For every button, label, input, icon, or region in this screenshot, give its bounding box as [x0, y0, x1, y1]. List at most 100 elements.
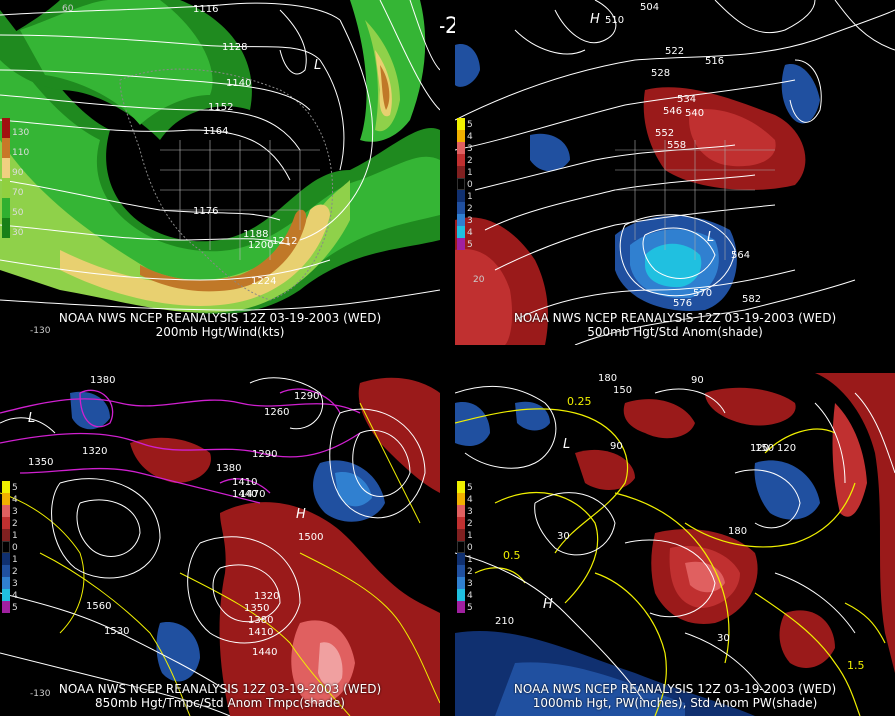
legend-swatch	[457, 481, 465, 493]
map-850mb	[0, 373, 440, 716]
contour-label: 552	[655, 128, 675, 139]
legend-swatch	[457, 505, 465, 517]
legend-label: 3	[12, 507, 18, 517]
contour-label: 1290	[252, 449, 278, 460]
legend-label: 5	[12, 603, 18, 613]
caption-source: NOAA NWS NCEP REANALYSIS 12Z 03-19-2003 …	[58, 311, 382, 325]
lon-label: 60	[62, 4, 74, 14]
legend-swatch	[457, 601, 465, 613]
legend-1000mb: 5 4 3 2 1 0 1 2 3 4 5	[457, 481, 487, 616]
legend-swatch	[457, 178, 465, 190]
high-pressure-marker: H	[543, 597, 553, 612]
legend-label: 3	[467, 144, 473, 154]
legend-label: 2	[467, 519, 473, 529]
legend-swatch	[457, 238, 465, 250]
legend-swatch	[2, 589, 10, 601]
contour-label: 1290	[294, 391, 320, 402]
map-200mb	[0, 0, 440, 345]
legend-swatch	[457, 214, 465, 226]
contour-label: 1140	[226, 78, 252, 89]
contour-label: 120	[777, 443, 797, 454]
contour-label: 1152	[208, 102, 234, 113]
legend-swatch	[457, 190, 465, 202]
contour-label: 120	[750, 443, 770, 454]
legend-label: 3	[467, 507, 473, 517]
legend-swatch	[457, 529, 465, 541]
legend-label: 30	[12, 228, 24, 238]
contour-label: 1470	[240, 489, 266, 500]
legend-label: 110	[12, 148, 30, 158]
panel-1000mb: 5 4 3 2 1 0 1 2 3 4 5 180 150 120 90 30 …	[455, 373, 895, 716]
contour-label: 90	[610, 441, 623, 452]
legend-swatch	[2, 553, 10, 565]
contour-label: 210	[495, 616, 515, 627]
contour-label: 564	[731, 250, 751, 261]
contour-label: 540	[685, 108, 705, 119]
contour-label: 1188	[243, 229, 269, 240]
caption-variable: 1000mb Hgt, PW(inches), Std Anom PW(shad…	[532, 696, 818, 710]
caption-source: NOAA NWS NCEP REANALYSIS 12Z 03-19-2003 …	[58, 682, 382, 696]
caption-variable: 850mb Hgt/Tmpc/Std Anom Tmpc(shade)	[95, 696, 345, 710]
contour-label: 1116	[193, 4, 219, 15]
contour-label: 1500	[298, 532, 324, 543]
caption-source: NOAA NWS NCEP REANALYSIS 12Z 03-19-2003 …	[513, 311, 837, 325]
legend-swatch	[2, 577, 10, 589]
low-pressure-marker: L	[314, 58, 322, 73]
legend-label: 1	[12, 555, 18, 565]
legend-label: 4	[12, 591, 18, 601]
pw-contour-label: 1.5	[847, 659, 865, 672]
contour-label: 1260	[264, 407, 290, 418]
contour-label: 1440	[232, 489, 258, 500]
legend-label: 3	[467, 216, 473, 226]
legend-swatch	[457, 154, 465, 166]
contour-label: 516	[705, 56, 725, 67]
contour-label: 90	[691, 375, 704, 386]
contour-label: 528	[651, 68, 671, 79]
legend-swatch	[457, 202, 465, 214]
legend-swatch	[457, 589, 465, 601]
legend-label: 1	[12, 531, 18, 541]
contour-label: 180	[598, 373, 618, 384]
legend-swatch	[457, 553, 465, 565]
pw-contour-label: 0.25	[567, 395, 592, 408]
legend-label: 2	[467, 567, 473, 577]
legend-swatch	[457, 226, 465, 238]
legend-label: 2	[12, 567, 18, 577]
panel-850mb: 5 4 3 2 1 0 1 2 3 4 5 1380 1350 1320 129…	[0, 373, 440, 716]
contour-label: 522	[665, 46, 685, 57]
legend-swatch	[2, 565, 10, 577]
legend-label: 1	[467, 555, 473, 565]
legend-label: 4	[467, 591, 473, 601]
map-1000mb	[455, 373, 895, 716]
legend-label: 2	[467, 204, 473, 214]
contour-label: 1440	[252, 647, 278, 658]
legend-swatch	[2, 601, 10, 613]
legend-200mb: 130 110 90 70 50 30	[2, 118, 32, 248]
legend-label: 3	[12, 579, 18, 589]
contour-label: 30	[717, 633, 730, 644]
contour-label: 576	[673, 298, 693, 309]
caption-variable: 500mb Hgt/Std Anom(shade)	[587, 325, 763, 339]
lon-label: -130	[30, 689, 51, 699]
legend-label: 90	[12, 168, 24, 178]
contour-label: 582	[742, 294, 762, 305]
contour-label: 150	[755, 443, 775, 454]
legend-swatch	[2, 198, 10, 218]
low-pressure-marker: L	[28, 411, 36, 426]
contour-label: 534	[677, 94, 697, 105]
contour-label: 1410	[248, 627, 274, 638]
legend-label: 1	[467, 192, 473, 202]
contour-label: 1410	[232, 477, 258, 488]
legend-swatch	[2, 481, 10, 493]
caption-source: NOAA NWS NCEP REANALYSIS 12Z 03-19-2003 …	[513, 682, 837, 696]
legend-label: 4	[467, 228, 473, 238]
legend-swatch	[2, 218, 10, 238]
lon-label: -130	[30, 326, 51, 336]
contour-label: 1560	[86, 601, 112, 612]
legend-swatch	[457, 541, 465, 553]
contour-label: 1200	[248, 240, 274, 251]
legend-label: 5	[12, 483, 18, 493]
legend-swatch	[2, 178, 10, 198]
low-pressure-marker: L	[707, 230, 715, 245]
contour-label: 1176	[193, 206, 219, 217]
